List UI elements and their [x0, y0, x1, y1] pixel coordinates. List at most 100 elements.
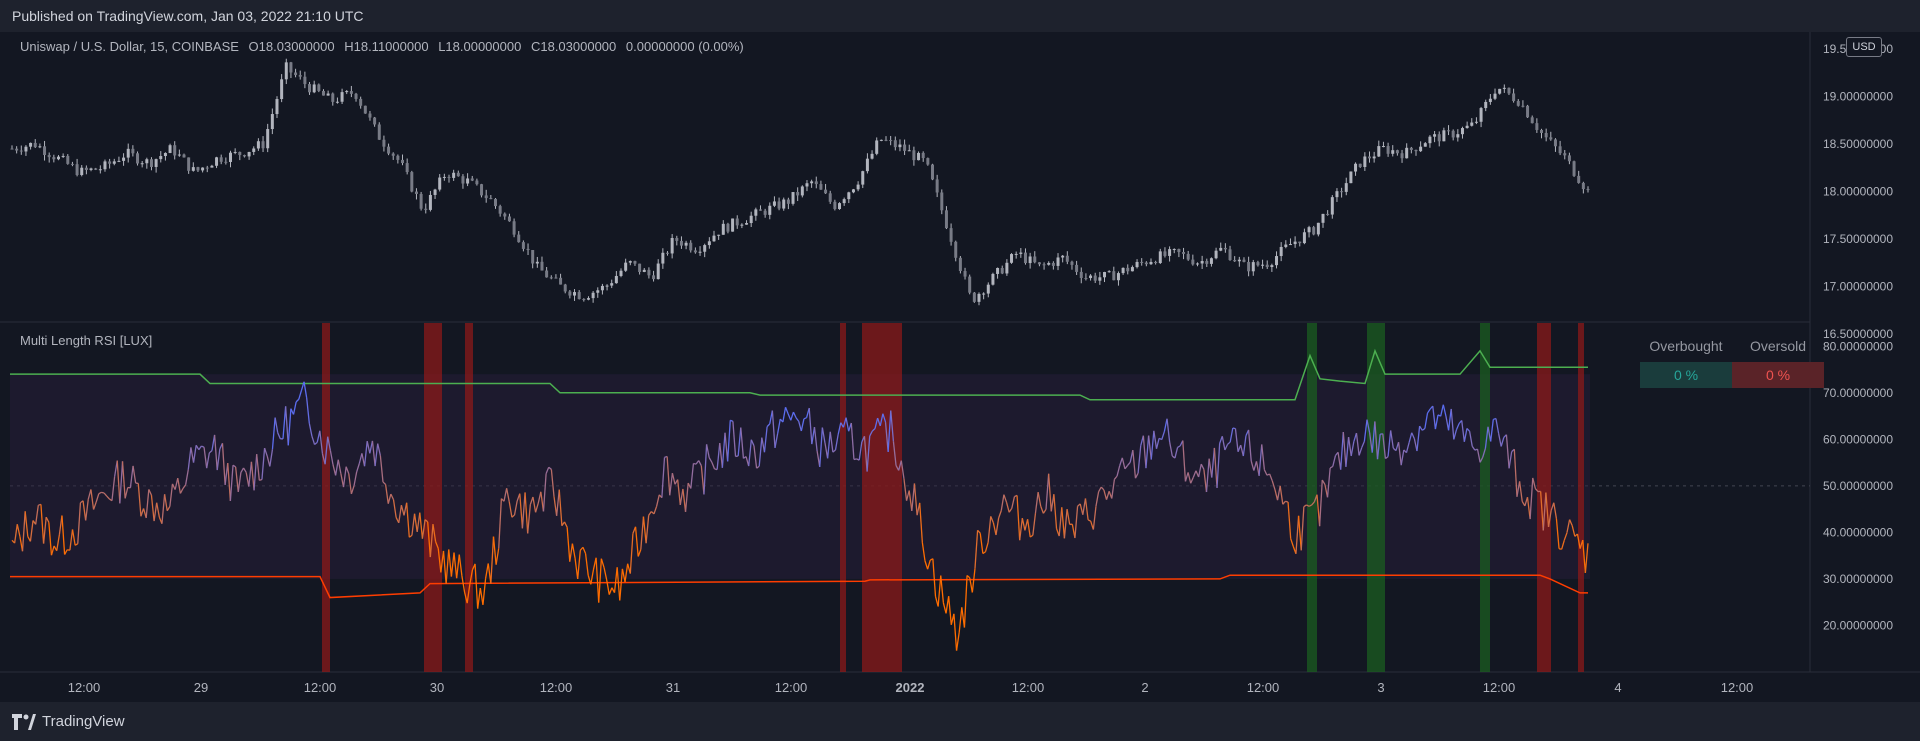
rsi-line-segment [1082, 498, 1087, 515]
candle-body [1251, 262, 1255, 272]
rsi-line-segment [1321, 479, 1326, 485]
rsi-line-segment [348, 473, 353, 495]
rsi-line-segment [876, 417, 881, 427]
rsi-line-segment [203, 447, 208, 469]
rsi-line-segment [1566, 519, 1571, 533]
candle-body [70, 163, 74, 165]
rsi-line-segment [308, 423, 313, 437]
rsi-line-segment [1421, 427, 1426, 431]
candle-body [554, 277, 558, 279]
rsi-line-segment [334, 459, 339, 476]
rsi-line-segment [890, 410, 895, 442]
candle-body [861, 171, 865, 185]
rsi-line-segment [1471, 445, 1476, 451]
candle-body [1144, 262, 1148, 265]
rsi-line-segment [898, 460, 902, 471]
rsi-line-segment [698, 460, 702, 466]
rsi-line-segment [1026, 519, 1031, 538]
rsi-line-segment [374, 443, 379, 467]
candle-body [1572, 161, 1576, 176]
rsi-line-segment [190, 447, 195, 463]
rsi-line-segment [1111, 479, 1116, 499]
rsi-line-segment [64, 549, 68, 555]
candle-body [238, 151, 242, 156]
rsi-line-segment [671, 473, 676, 485]
candle-body [540, 261, 544, 271]
candle-body [1372, 156, 1376, 159]
rsi-line-segment [684, 483, 689, 512]
time-tick-label: 2022 [896, 680, 925, 695]
rsi-line-segment [1479, 456, 1484, 463]
rsi-line-segment [369, 440, 374, 454]
rsi-line-segment [329, 450, 334, 465]
rsi-line-segment [1426, 408, 1431, 414]
candle-body [1502, 87, 1506, 89]
rsi-line-segment [248, 461, 253, 487]
rsi-line-segment [1463, 428, 1468, 442]
rsi-line-segment [1247, 429, 1252, 462]
rsi-line-segment [237, 472, 242, 492]
rsi-line-segment [858, 441, 863, 461]
candle-body [1321, 213, 1325, 223]
rsi-line-segment [1563, 532, 1568, 541]
rsi-line-segment [790, 411, 795, 421]
candle-body [1209, 258, 1213, 264]
rsi-line-segment [406, 502, 410, 538]
indicator-title[interactable]: Multi Length RSI [LUX] [20, 333, 153, 348]
candle-body [382, 139, 386, 147]
o-value: 18.03000000 [258, 39, 335, 54]
chart-area[interactable] [0, 32, 1920, 702]
rsi-line-segment [826, 431, 831, 459]
candle-body [1474, 121, 1478, 123]
rsi-line-segment [1182, 440, 1187, 482]
time-tick-label: 4 [1614, 680, 1621, 695]
rsi-line-segment [495, 548, 500, 565]
rsi-line-segment [111, 476, 116, 501]
rsi-line-segment [95, 493, 100, 503]
rsi-line-segment [863, 436, 868, 472]
rsi-line-segment [137, 483, 142, 517]
candle-body [1154, 261, 1158, 264]
rsi-line-segment [990, 516, 994, 523]
rsi-line-segment [548, 466, 552, 470]
rsi-line-segment [655, 494, 660, 507]
candle-body [1414, 149, 1418, 152]
oversold-zone [862, 323, 902, 672]
rsi-line-segment [1047, 473, 1052, 512]
tradingview-logo[interactable]: TradingView [12, 713, 125, 730]
rsi-line-segment [1303, 504, 1307, 508]
candle-body [438, 177, 442, 190]
rsi-line-segment [842, 417, 847, 428]
rsi-line-segment [624, 563, 629, 583]
candle-body [879, 139, 883, 141]
rsi-line-segment [327, 436, 331, 451]
rsi-line-segment [277, 432, 281, 440]
rsi-line-segment [363, 441, 368, 467]
rsi-line-segment [527, 504, 531, 534]
rsi-line-segment [1287, 502, 1292, 539]
currency-badge[interactable]: USD [1846, 37, 1882, 57]
rsi-line-segment [169, 483, 174, 507]
time-tick-label: 12:00 [304, 680, 337, 695]
rsi-line-segment [1532, 477, 1537, 489]
candle-body [284, 62, 288, 80]
candle-body [56, 156, 60, 160]
rsi-line-segment [1000, 494, 1005, 511]
rsi-line-segment [1263, 469, 1268, 476]
candle-body [1051, 262, 1055, 266]
rsi-tick-label: 30.00000000 [1823, 572, 1893, 586]
candle-body [740, 224, 744, 226]
candle-body [1223, 247, 1227, 250]
candle-body [851, 189, 855, 193]
rsi-line-segment [295, 398, 300, 403]
rsi-tick-label: 70.00000000 [1823, 386, 1893, 400]
rsi-line-segment [1261, 444, 1266, 470]
rsi-line-segment [213, 434, 218, 471]
candle-body [954, 241, 958, 258]
candle-body [401, 159, 405, 164]
candle-body [424, 208, 428, 210]
rsi-line-segment [432, 524, 437, 542]
rsi-line-segment [474, 563, 479, 609]
rsi-line-segment [521, 492, 526, 529]
